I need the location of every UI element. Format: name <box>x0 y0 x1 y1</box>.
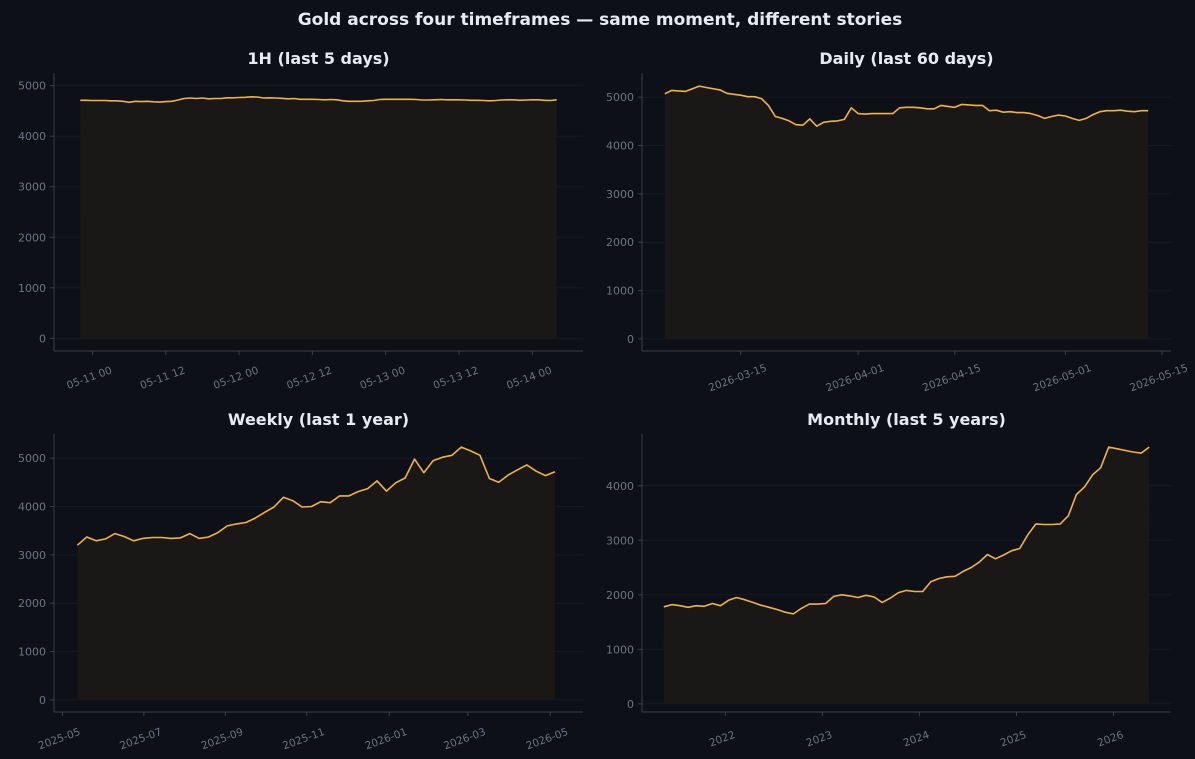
y-tick-label: 4000 <box>606 140 634 153</box>
y-tick-label: 5000 <box>18 452 46 465</box>
y-tick-label: 2000 <box>18 597 46 610</box>
y-tick-label: 4000 <box>18 501 46 514</box>
x-tick-label: 2025-05 <box>37 726 82 752</box>
series-area <box>664 86 1149 339</box>
series-line <box>80 96 557 104</box>
x-tick-label: 05-13 12 <box>432 364 480 391</box>
y-tick-label: 1000 <box>606 285 634 298</box>
panel-monthly: Monthly (last 5 years) 0 1000 2000 3000 4000… <box>606 410 1171 749</box>
panel-title: Daily (last 60 days) <box>819 49 993 68</box>
series-area <box>663 447 1150 704</box>
y-tick-label: 1000 <box>606 643 634 656</box>
x-tick-label: 2024 <box>902 729 932 750</box>
panel-daily: Daily (last 60 days) 0 1000 2000 3000 4000 50… <box>606 49 1190 394</box>
panel-title: Monthly (last 5 years) <box>807 410 1006 429</box>
y-tick-label: 1000 <box>18 646 46 659</box>
x-tick-label: 2026-03 <box>442 726 487 752</box>
y-tick-label: 5000 <box>18 80 46 93</box>
x-tick-label: 2025 <box>999 729 1028 749</box>
series-area <box>77 447 555 700</box>
x-tick-label: 05-12 12 <box>285 364 333 391</box>
x-tick-label: 2026-04-15 <box>921 362 982 394</box>
y-tick-label: 2000 <box>606 236 634 249</box>
panel-weekly: Weekly (last 1 year) 0 1000 2000 3000 4000 50… <box>18 410 583 752</box>
x-tick-label: 2026-05-01 <box>1032 362 1093 394</box>
series-line <box>76 446 556 546</box>
panel-1h: 1H (last 5 days) 0 1000 2000 3000 4000 5000 05… <box>18 49 583 392</box>
x-tick-label: 2023 <box>805 729 834 749</box>
x-tick-label: 2025-07 <box>118 726 163 752</box>
y-tick-label: 3000 <box>18 549 46 562</box>
x-tick-label: 2026-01 <box>363 726 408 752</box>
x-tick-label: 2025-11 <box>281 726 326 752</box>
x-tick-label: 2026-05-15 <box>1128 362 1189 394</box>
x-tick-label: 05-13 00 <box>358 364 406 391</box>
y-tick-label: 3000 <box>606 534 634 547</box>
y-tick-label: 3000 <box>606 188 634 201</box>
y-tick-label: 5000 <box>606 91 634 104</box>
x-tick-label: 2026 <box>1096 729 1126 750</box>
y-tick-label: 3000 <box>18 181 46 194</box>
series-area <box>80 96 557 339</box>
y-tick-label: 0 <box>627 698 634 711</box>
x-tick-label: 2026-05 <box>525 726 570 752</box>
y-tick-label: 4000 <box>18 130 46 143</box>
panel-title: Weekly (last 1 year) <box>228 410 409 429</box>
x-tick-label: 2022 <box>708 729 737 749</box>
y-tick-label: 0 <box>39 694 46 707</box>
series-line <box>663 446 1150 615</box>
series-line <box>664 85 1149 127</box>
x-tick-label: 05-11 12 <box>139 364 187 391</box>
figure-title: Gold across four timeframes — same momen… <box>298 10 903 30</box>
x-tick-label: 05-11 00 <box>65 364 113 391</box>
x-tick-label: 05-12 00 <box>212 364 260 391</box>
y-tick-label: 1000 <box>18 282 46 295</box>
y-tick-label: 4000 <box>606 480 634 493</box>
y-tick-label: 2000 <box>606 589 634 602</box>
x-tick-label: 2025-09 <box>200 726 245 752</box>
panel-title: 1H (last 5 days) <box>247 49 389 68</box>
y-tick-label: 0 <box>39 332 46 345</box>
y-tick-label: 0 <box>627 333 634 346</box>
x-tick-label: 2026-04-01 <box>824 362 885 394</box>
y-tick-label: 2000 <box>18 231 46 244</box>
x-tick-label: 2026-03-15 <box>707 362 768 394</box>
x-tick-label: 05-14 00 <box>505 364 553 391</box>
